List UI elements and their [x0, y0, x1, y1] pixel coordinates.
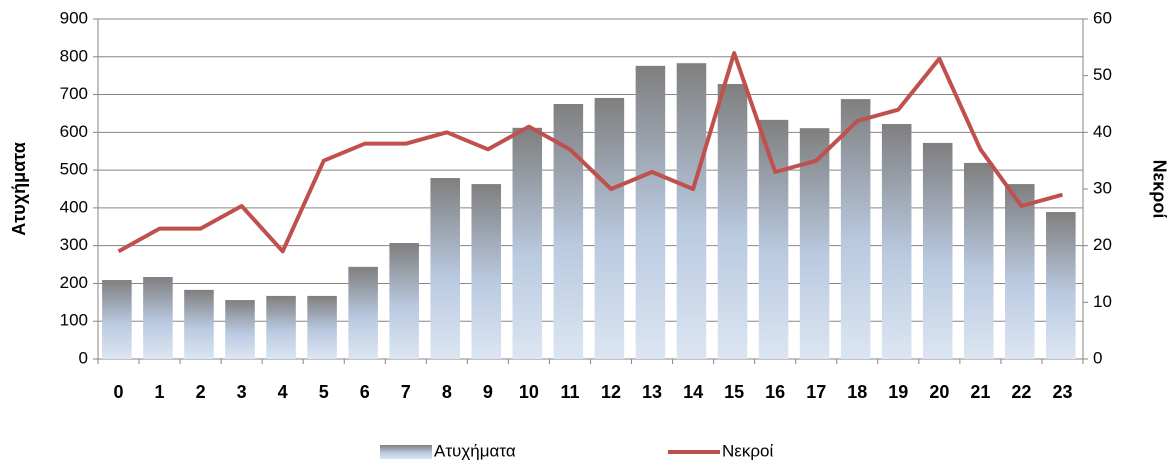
x-tick-label: 10 — [519, 382, 539, 402]
y2-tick-label: 10 — [1093, 292, 1112, 311]
y2-tick-label: 20 — [1093, 235, 1112, 254]
legend-swatch — [380, 445, 432, 459]
bar — [963, 162, 994, 359]
y-tick-label: 700 — [60, 84, 88, 103]
x-tick-label: 3 — [237, 382, 247, 402]
bar — [225, 300, 255, 359]
y2-tick-label: 30 — [1093, 178, 1112, 197]
x-tick-label: 12 — [601, 382, 621, 402]
x-tick-label: 17 — [806, 382, 826, 402]
legend-label: Ατυχήματα — [434, 441, 516, 460]
x-tick-label: 1 — [155, 382, 165, 402]
x-tick-label: 19 — [888, 382, 908, 402]
y2-tick-label: 60 — [1093, 8, 1112, 27]
x-tick-label: 16 — [765, 382, 785, 402]
bar — [676, 63, 707, 359]
bar — [471, 184, 502, 359]
x-tick-label: 0 — [114, 382, 124, 402]
y-tick-label: 900 — [60, 8, 88, 27]
y-tick-label: 800 — [60, 46, 88, 65]
x-tick-label: 11 — [560, 382, 579, 402]
bar — [758, 119, 789, 359]
x-tick-label: 5 — [319, 382, 329, 402]
x-tick-label: 6 — [360, 382, 370, 402]
y2-axis-label: Νεκροί — [1149, 160, 1169, 219]
x-tick-label: 18 — [847, 382, 867, 402]
x-tick-label: 14 — [683, 382, 703, 402]
bar — [594, 97, 625, 359]
y-tick-label: 500 — [60, 160, 88, 179]
y-tick-label: 300 — [60, 235, 88, 254]
y2-tick-label: 0 — [1093, 348, 1102, 367]
y-tick-label: 200 — [60, 273, 88, 292]
line — [117, 51, 1064, 254]
bar — [1005, 184, 1035, 359]
x-tick-label: 23 — [1052, 382, 1072, 402]
x-tick-label: 9 — [483, 382, 493, 402]
x-tick-label: 15 — [724, 382, 744, 402]
bar — [184, 289, 214, 359]
bar — [307, 295, 337, 359]
bar — [881, 124, 912, 360]
x-tick-label: 20 — [929, 382, 949, 402]
y2-tick-label: 40 — [1093, 122, 1112, 141]
bar — [799, 128, 830, 359]
legend-label: Νεκροί — [722, 441, 773, 460]
bar — [348, 266, 378, 359]
bar — [717, 83, 748, 359]
bar — [389, 243, 419, 359]
y-tick-label: 400 — [60, 197, 88, 216]
y-tick-label: 600 — [60, 122, 88, 141]
y-tick-label: 100 — [60, 311, 88, 330]
x-tick-label: 2 — [196, 382, 206, 402]
x-tick-label: 4 — [278, 382, 288, 402]
x-tick-label: 8 — [442, 382, 452, 402]
bar — [143, 277, 173, 359]
y2-tick-label: 50 — [1093, 65, 1112, 84]
x-tick-label: 7 — [401, 382, 411, 402]
bar — [512, 127, 543, 359]
bar — [922, 142, 953, 359]
bar — [1046, 212, 1076, 359]
bar — [840, 99, 871, 359]
x-tick-label: 21 — [970, 382, 990, 402]
bar — [430, 178, 460, 359]
y-tick-label: 0 — [79, 348, 88, 367]
x-tick-label: 13 — [642, 382, 662, 402]
y-axis-label: Ατυχήματα — [9, 142, 29, 236]
bar — [266, 295, 296, 359]
x-tick-label: 22 — [1011, 382, 1031, 402]
bar — [635, 65, 666, 359]
bar — [102, 280, 132, 359]
